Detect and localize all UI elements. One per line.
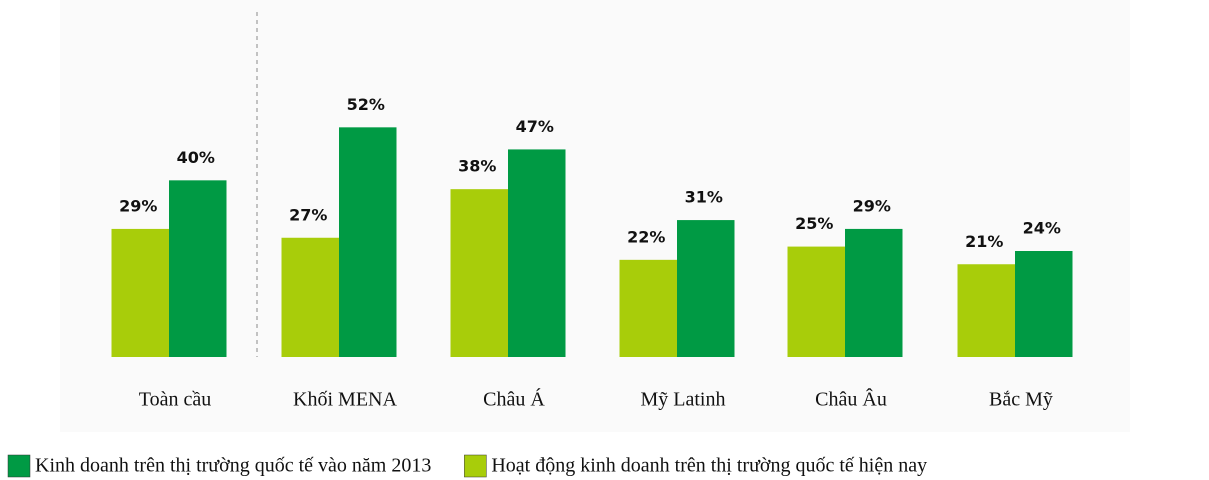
x-tick-label: Toàn cầu	[139, 389, 211, 411]
legend-label: Hoạt động kinh doanh trên thị trường quố…	[491, 455, 927, 477]
legend-swatch	[464, 454, 487, 478]
value-label: 38%	[458, 157, 496, 176]
value-label: 29%	[853, 196, 891, 215]
bar	[845, 228, 903, 357]
bar	[677, 220, 735, 357]
value-label: 25%	[795, 214, 833, 233]
bar	[1015, 251, 1073, 357]
value-label: 21%	[965, 232, 1003, 251]
value-label: 40%	[177, 148, 215, 167]
bar	[619, 259, 677, 357]
legend-swatch	[7, 454, 31, 478]
x-tick-label: Châu Á	[483, 388, 545, 411]
bar	[169, 180, 227, 357]
bar	[111, 228, 169, 357]
x-tick-label: Bắc Mỹ	[989, 389, 1053, 411]
bar	[339, 127, 397, 357]
value-label: 27%	[289, 205, 327, 224]
value-label: 52%	[347, 95, 385, 114]
bar	[281, 237, 339, 357]
bar	[508, 149, 566, 357]
x-tick-label: Châu Âu	[815, 388, 887, 411]
legend-label: Kinh doanh trên thị trường quốc tế vào n…	[35, 455, 431, 477]
value-label: 24%	[1023, 219, 1061, 238]
value-label: 29%	[119, 196, 157, 215]
value-label: 31%	[685, 188, 723, 207]
bar	[787, 246, 845, 357]
x-tick-label: Khối MENA	[293, 389, 397, 411]
bar	[450, 189, 508, 357]
value-label: 47%	[516, 117, 554, 136]
x-tick-label: Mỹ Latinh	[641, 389, 726, 411]
plot-background	[60, 0, 1130, 432]
bar	[957, 264, 1015, 357]
value-label: 22%	[627, 227, 665, 246]
